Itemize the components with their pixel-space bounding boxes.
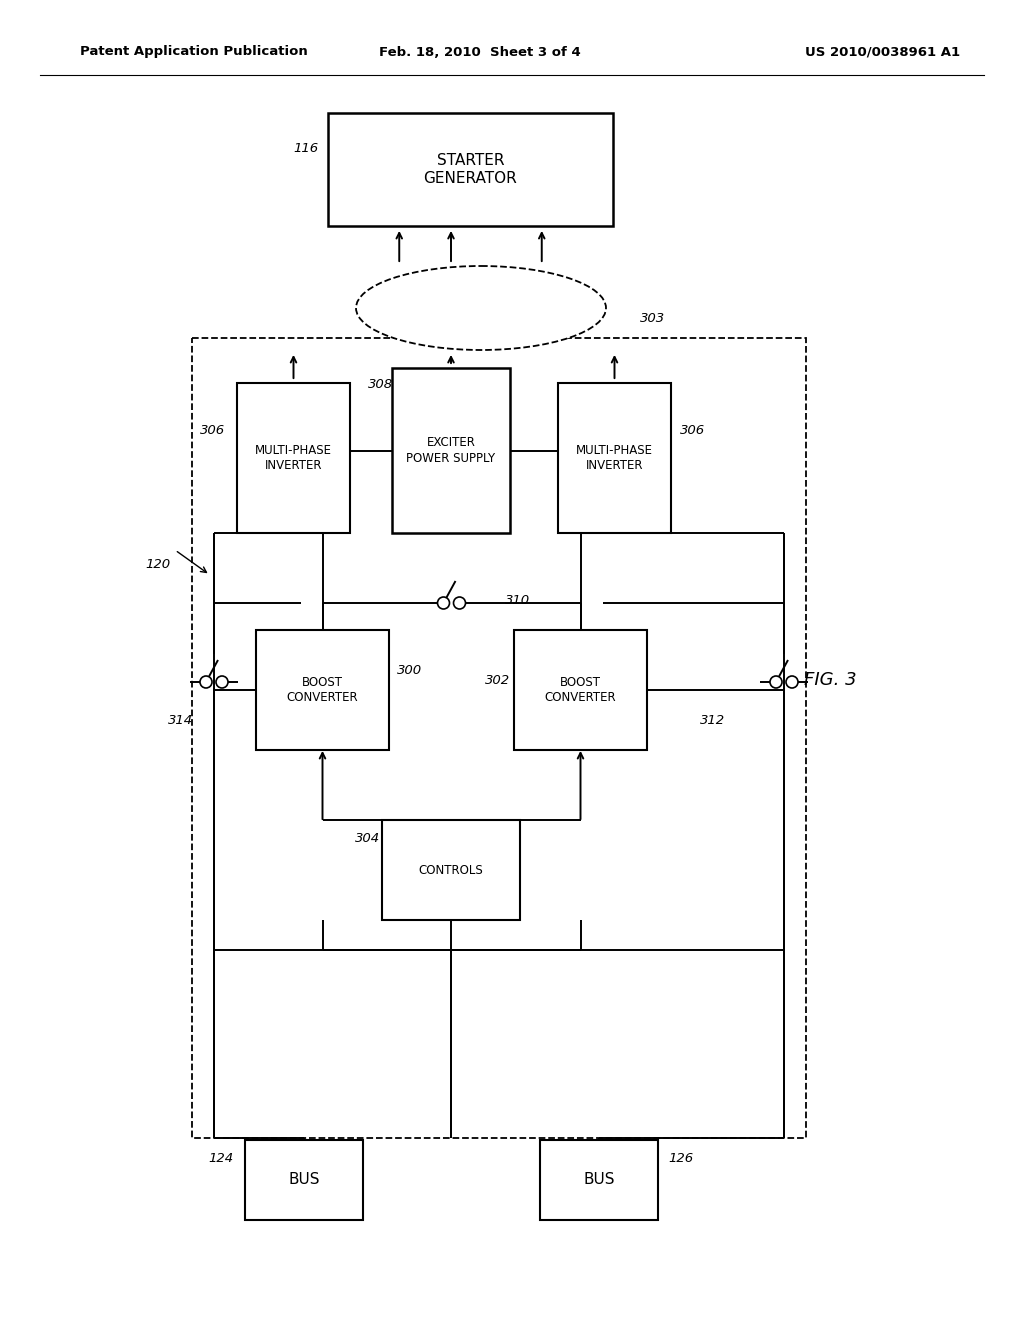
Text: BUS: BUS bbox=[584, 1172, 614, 1188]
Circle shape bbox=[216, 676, 228, 688]
Text: FIG. 3: FIG. 3 bbox=[804, 671, 856, 689]
Ellipse shape bbox=[356, 267, 606, 350]
FancyBboxPatch shape bbox=[558, 383, 671, 533]
Circle shape bbox=[200, 676, 212, 688]
Text: 124: 124 bbox=[208, 1151, 233, 1164]
Text: 120: 120 bbox=[144, 558, 170, 572]
Text: Feb. 18, 2010  Sheet 3 of 4: Feb. 18, 2010 Sheet 3 of 4 bbox=[379, 45, 581, 58]
Text: 302: 302 bbox=[485, 673, 510, 686]
FancyBboxPatch shape bbox=[540, 1140, 658, 1220]
FancyBboxPatch shape bbox=[382, 820, 520, 920]
Text: 116: 116 bbox=[293, 141, 318, 154]
Circle shape bbox=[437, 597, 450, 609]
Circle shape bbox=[454, 597, 466, 609]
FancyBboxPatch shape bbox=[245, 1140, 362, 1220]
Text: MULTI-PHASE
INVERTER: MULTI-PHASE INVERTER bbox=[575, 444, 653, 473]
Circle shape bbox=[770, 676, 782, 688]
Text: 312: 312 bbox=[700, 714, 725, 726]
Text: Patent Application Publication: Patent Application Publication bbox=[80, 45, 308, 58]
Circle shape bbox=[786, 676, 798, 688]
Text: MULTI-PHASE
INVERTER: MULTI-PHASE INVERTER bbox=[255, 444, 332, 473]
Text: BOOST
CONVERTER: BOOST CONVERTER bbox=[287, 676, 358, 704]
Text: 304: 304 bbox=[355, 832, 380, 845]
FancyBboxPatch shape bbox=[392, 368, 510, 533]
FancyBboxPatch shape bbox=[237, 383, 350, 533]
Text: 300: 300 bbox=[397, 664, 422, 676]
Text: 126: 126 bbox=[668, 1151, 693, 1164]
Text: 306: 306 bbox=[680, 424, 706, 437]
FancyBboxPatch shape bbox=[256, 630, 389, 750]
Text: STARTER
GENERATOR: STARTER GENERATOR bbox=[424, 153, 517, 186]
Text: 314: 314 bbox=[168, 714, 193, 726]
Text: BOOST
CONVERTER: BOOST CONVERTER bbox=[545, 676, 616, 704]
Text: EXCITER
POWER SUPPLY: EXCITER POWER SUPPLY bbox=[407, 437, 496, 465]
Text: CONTROLS: CONTROLS bbox=[419, 863, 483, 876]
Text: US 2010/0038961 A1: US 2010/0038961 A1 bbox=[805, 45, 961, 58]
Text: BUS: BUS bbox=[288, 1172, 319, 1188]
Text: 310: 310 bbox=[505, 594, 530, 606]
Text: 306: 306 bbox=[200, 424, 225, 437]
FancyBboxPatch shape bbox=[514, 630, 647, 750]
Text: 308: 308 bbox=[368, 379, 393, 392]
Text: 303: 303 bbox=[640, 312, 666, 325]
FancyBboxPatch shape bbox=[328, 114, 613, 226]
